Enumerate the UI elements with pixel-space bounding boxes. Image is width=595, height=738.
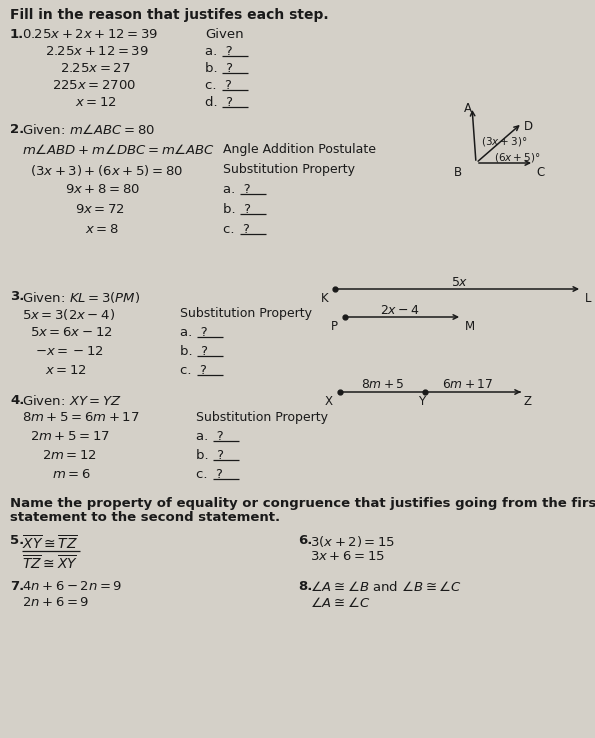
Text: $\angle A \cong \angle C$: $\angle A \cong \angle C$ <box>310 596 370 610</box>
Text: X: X <box>325 395 333 408</box>
Text: b.  ?: b. ? <box>205 62 233 75</box>
Text: $8m + 5 = 6m + 17$: $8m + 5 = 6m + 17$ <box>22 411 140 424</box>
Text: Y: Y <box>418 395 425 408</box>
Text: $2.25x + 12 = 39$: $2.25x + 12 = 39$ <box>45 45 149 58</box>
Text: $-x = -12$: $-x = -12$ <box>35 345 104 358</box>
Text: $m = 6$: $m = 6$ <box>52 468 90 481</box>
Text: Given: $XY = YZ$: Given: $XY = YZ$ <box>22 394 122 408</box>
Text: $3x + 6 = 15$: $3x + 6 = 15$ <box>310 550 385 563</box>
Text: $(6x + 5)°$: $(6x + 5)°$ <box>494 151 540 164</box>
Text: b.  ?: b. ? <box>196 449 224 462</box>
Text: M: M <box>465 320 475 333</box>
Text: $5x = 3(2x - 4)$: $5x = 3(2x - 4)$ <box>22 307 115 322</box>
Text: $9x + 8 = 80$: $9x + 8 = 80$ <box>65 183 140 196</box>
Text: 1.: 1. <box>10 28 24 41</box>
Text: 8.: 8. <box>298 580 312 593</box>
Text: $\overline{TZ} \cong \overline{XY}$: $\overline{TZ} \cong \overline{XY}$ <box>22 554 78 572</box>
Text: $5x$: $5x$ <box>451 276 469 289</box>
Text: 6.: 6. <box>298 534 312 547</box>
Text: Z: Z <box>524 395 532 408</box>
Text: Given: $KL = 3(PM)$: Given: $KL = 3(PM)$ <box>22 290 140 305</box>
Text: D: D <box>524 120 533 133</box>
Text: a.  ?: a. ? <box>180 326 208 339</box>
Text: $2x - 4$: $2x - 4$ <box>380 304 420 317</box>
Text: statement to the second statement.: statement to the second statement. <box>10 511 280 524</box>
Text: $225x = 2700$: $225x = 2700$ <box>52 79 136 92</box>
Text: Given: Given <box>205 28 243 41</box>
Text: $2.25x = 27$: $2.25x = 27$ <box>60 62 131 75</box>
Text: 3.: 3. <box>10 290 24 303</box>
Text: c.  ?: c. ? <box>223 223 250 236</box>
Text: L: L <box>585 292 591 305</box>
Text: $2n + 6 = 9$: $2n + 6 = 9$ <box>22 596 89 609</box>
Text: A: A <box>464 102 472 115</box>
Text: 5.: 5. <box>10 534 24 547</box>
Text: Name the property of equality or congruence that justifies going from the first: Name the property of equality or congrue… <box>10 497 595 510</box>
Text: c.  ?: c. ? <box>180 364 207 377</box>
Text: $x = 8$: $x = 8$ <box>85 223 119 236</box>
Text: $\angle A \cong \angle B$ and $\angle B \cong \angle C$: $\angle A \cong \angle B$ and $\angle B … <box>310 580 462 594</box>
Text: Given: $m\angle ABC = 80$: Given: $m\angle ABC = 80$ <box>22 123 155 137</box>
Text: 2.: 2. <box>10 123 24 136</box>
Text: b.  ?: b. ? <box>180 345 208 358</box>
Text: d.  ?: d. ? <box>205 96 233 109</box>
Text: $5x = 6x - 12$: $5x = 6x - 12$ <box>30 326 112 339</box>
Text: $9x = 72$: $9x = 72$ <box>75 203 125 216</box>
Text: K: K <box>321 292 329 305</box>
Text: $2m = 12$: $2m = 12$ <box>42 449 97 462</box>
Text: 4.: 4. <box>10 394 24 407</box>
Text: $\overline{XY} \cong \overline{TZ}$: $\overline{XY} \cong \overline{TZ}$ <box>22 534 78 552</box>
Text: 7.: 7. <box>10 580 24 593</box>
Text: b.  ?: b. ? <box>223 203 251 216</box>
Text: $2m + 5 = 17$: $2m + 5 = 17$ <box>30 430 110 443</box>
Text: $6m + 17$: $6m + 17$ <box>442 378 494 391</box>
Text: a.  ?: a. ? <box>223 183 250 196</box>
Text: $4n + 6 - 2n = 9$: $4n + 6 - 2n = 9$ <box>22 580 123 593</box>
Text: Substitution Property: Substitution Property <box>196 411 328 424</box>
Text: $3(x + 2) = 15$: $3(x + 2) = 15$ <box>310 534 395 549</box>
Text: P: P <box>331 320 338 333</box>
Text: a.  ?: a. ? <box>196 430 224 443</box>
Text: $0.25x + 2x + 12 = 39$: $0.25x + 2x + 12 = 39$ <box>22 28 158 41</box>
Text: $8m + 5$: $8m + 5$ <box>361 378 405 391</box>
Text: Angle Addition Postulate: Angle Addition Postulate <box>223 143 376 156</box>
Text: $(3x + 3)°$: $(3x + 3)°$ <box>481 135 527 148</box>
Text: Fill in the reason that justifes each step.: Fill in the reason that justifes each st… <box>10 8 328 22</box>
Text: C: C <box>536 166 544 179</box>
Text: Substitution Property: Substitution Property <box>180 307 312 320</box>
Text: c.  ?: c. ? <box>205 79 232 92</box>
Text: Substitution Property: Substitution Property <box>223 163 355 176</box>
Text: $m\angle ABD + m\angle DBC = m\angle ABC$: $m\angle ABD + m\angle DBC = m\angle ABC… <box>22 143 215 157</box>
Text: c.  ?: c. ? <box>196 468 223 481</box>
Text: $(3x + 3) + (6x + 5) = 80$: $(3x + 3) + (6x + 5) = 80$ <box>30 163 183 178</box>
Text: a.  ?: a. ? <box>205 45 233 58</box>
Text: $x = 12$: $x = 12$ <box>45 364 87 377</box>
Text: B: B <box>454 166 462 179</box>
Text: $x = 12$: $x = 12$ <box>75 96 117 109</box>
